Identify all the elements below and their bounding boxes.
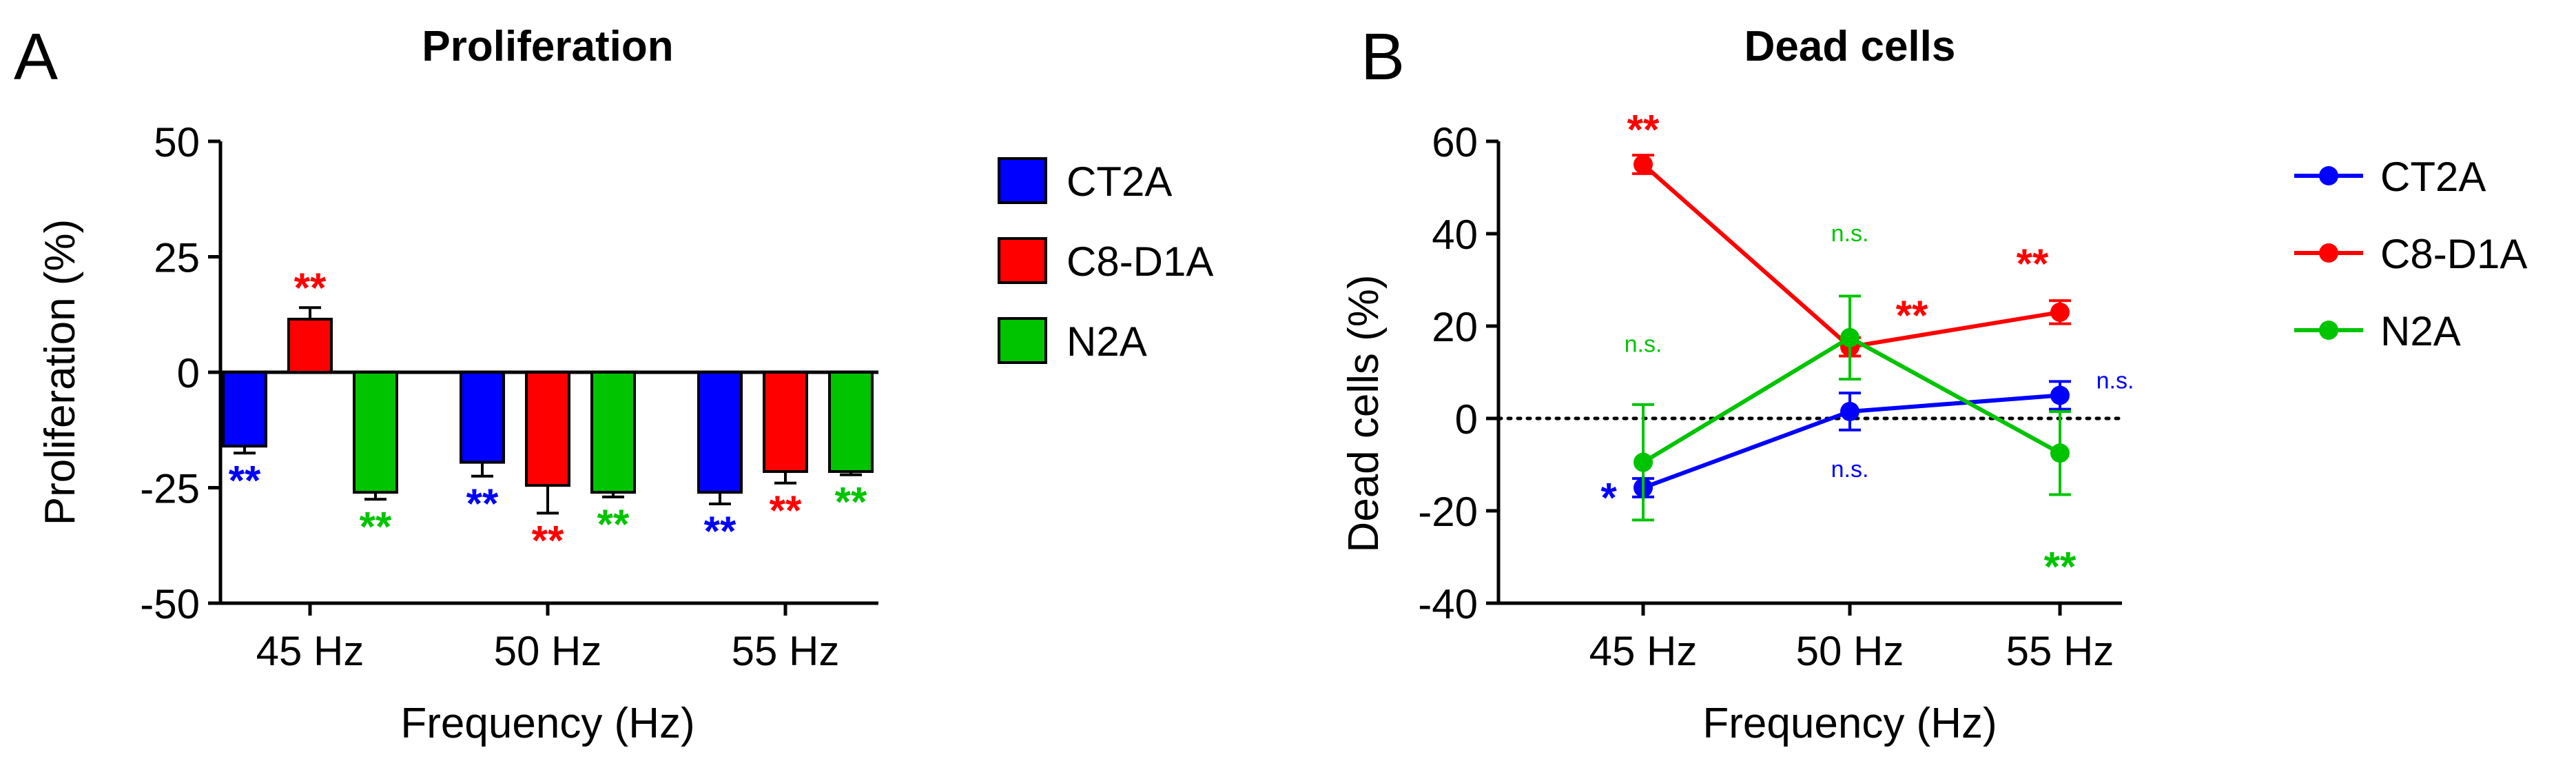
significance-marker: ** xyxy=(1896,292,1928,338)
legend-marker-n2a xyxy=(2319,321,2338,340)
panel-a-y-tick-label: -25 xyxy=(140,466,200,512)
panel-b: B Dead cells Dead cells (%) Frequency (H… xyxy=(1340,20,2527,747)
bar-c8-d1a xyxy=(763,371,808,474)
panel-b-y-tick-label: -20 xyxy=(1418,489,1478,535)
significance-marker: ** xyxy=(229,457,261,503)
panel-a-x-tick-label: 45 Hz xyxy=(256,628,364,674)
panel-b-x-tick-label: 55 Hz xyxy=(2006,628,2114,674)
data-point-n2a xyxy=(2050,443,2070,463)
bar-ct2a xyxy=(460,371,505,464)
bar-ct2a xyxy=(222,371,267,448)
significance-marker: ** xyxy=(770,487,802,534)
panel-b-y-tick-label: -40 xyxy=(1418,581,1478,627)
panel-b-plot: * n.s. n.s. ** ** ** n.s. n.s. ** xyxy=(1600,107,2134,590)
significance-marker: ** xyxy=(2044,543,2077,589)
bar-ct2a xyxy=(697,371,743,494)
legend-label-c8-d1a: C8-D1A xyxy=(1067,239,1213,285)
panel-a-y-axis-label: Proliferation (%) xyxy=(37,219,84,525)
panel-a-y-tick-label: -50 xyxy=(140,581,200,627)
legend-swatch-n2a xyxy=(998,317,1047,364)
legend-label-c8-d1a: C8-D1A xyxy=(2380,231,2527,277)
significance-marker: n.s. xyxy=(1625,332,1662,358)
legend-label-n2a: N2A xyxy=(1067,318,1147,365)
legend-swatch-ct2a xyxy=(998,157,1047,204)
legend-marker-ct2a xyxy=(2319,166,2338,185)
legend-label-n2a: N2A xyxy=(2380,308,2461,354)
legend-label-ct2a: CT2A xyxy=(1067,159,1172,205)
panel-a-legend: CT2A C8-D1A N2A xyxy=(998,157,1213,365)
legend-label-ct2a: CT2A xyxy=(2380,154,2486,200)
bar-c8-d1a xyxy=(525,371,570,487)
bar-n2a xyxy=(590,371,636,494)
significance-marker: ** xyxy=(835,479,867,525)
panel-b-x-axis-label: Frequency (Hz) xyxy=(1702,700,1997,747)
panel-b-title: Dead cells xyxy=(1744,23,1956,70)
bar-c8-d1a xyxy=(287,317,333,374)
significance-marker: ** xyxy=(360,503,392,549)
significance-marker: ** xyxy=(597,501,630,547)
data-point-c8-d1a xyxy=(1634,154,1653,174)
panel-a-y-tick-label: 50 xyxy=(154,119,200,165)
series-line-c8-d1a xyxy=(1642,163,2061,349)
significance-marker: ** xyxy=(532,517,564,563)
panel-a: A Proliferation Proliferation (%) Freque… xyxy=(14,20,1213,747)
panel-b-y-tick-label: 20 xyxy=(1432,304,1478,350)
significance-marker: ** xyxy=(294,265,327,311)
data-point-ct2a xyxy=(2050,385,2070,405)
significance-marker: ** xyxy=(704,508,736,554)
panel-a-x-axis-label: Frequency (Hz) xyxy=(400,700,694,747)
data-point-ct2a xyxy=(1840,401,1859,421)
panel-b-y-tick-label: 60 xyxy=(1432,119,1478,165)
panel-a-x-tick-label: 50 Hz xyxy=(494,628,602,674)
legend-marker-c8-d1a xyxy=(2319,243,2338,263)
significance-marker: n.s. xyxy=(1831,456,1869,483)
data-point-c8-d1a xyxy=(2050,302,2070,322)
panel-a-x-tick-label: 55 Hz xyxy=(732,628,840,674)
panel-a-y-tick-label: 25 xyxy=(154,235,200,281)
significance-marker: n.s. xyxy=(2096,368,2134,394)
panel-b-axes: 60 40 20 0 -20 -40 45 Hz 50 Hz 55 Hz xyxy=(1418,119,2124,674)
bar-n2a xyxy=(828,371,874,474)
significance-marker: ** xyxy=(466,480,499,527)
panel-b-y-axis-label: Dead cells (%) xyxy=(1340,274,1388,552)
panel-b-y-tick-label: 0 xyxy=(1455,396,1478,443)
significance-marker: * xyxy=(1600,475,1617,521)
panel-a-label: A xyxy=(14,20,58,94)
panel-a-y-tick-label: 0 xyxy=(177,350,200,396)
panel-a-bars: ** ** ** ** ** ** ** ** ** xyxy=(222,265,874,563)
panel-b-y-tick-label: 40 xyxy=(1432,212,1478,258)
significance-marker: ** xyxy=(1627,107,1660,153)
panel-b-legend: CT2A C8-D1A N2A xyxy=(2294,154,2527,354)
legend-swatch-c8-d1a xyxy=(998,237,1047,284)
data-point-n2a xyxy=(1840,327,1859,347)
panel-a-title: Proliferation xyxy=(422,23,673,70)
data-point-n2a xyxy=(1634,452,1653,472)
panel-b-x-tick-label: 50 Hz xyxy=(1796,628,1904,674)
bar-n2a xyxy=(353,371,398,494)
significance-marker: n.s. xyxy=(1831,221,1869,247)
significance-marker: ** xyxy=(2017,241,2049,287)
panel-b-x-tick-label: 45 Hz xyxy=(1589,628,1698,674)
panel-b-label: B xyxy=(1361,20,1405,94)
